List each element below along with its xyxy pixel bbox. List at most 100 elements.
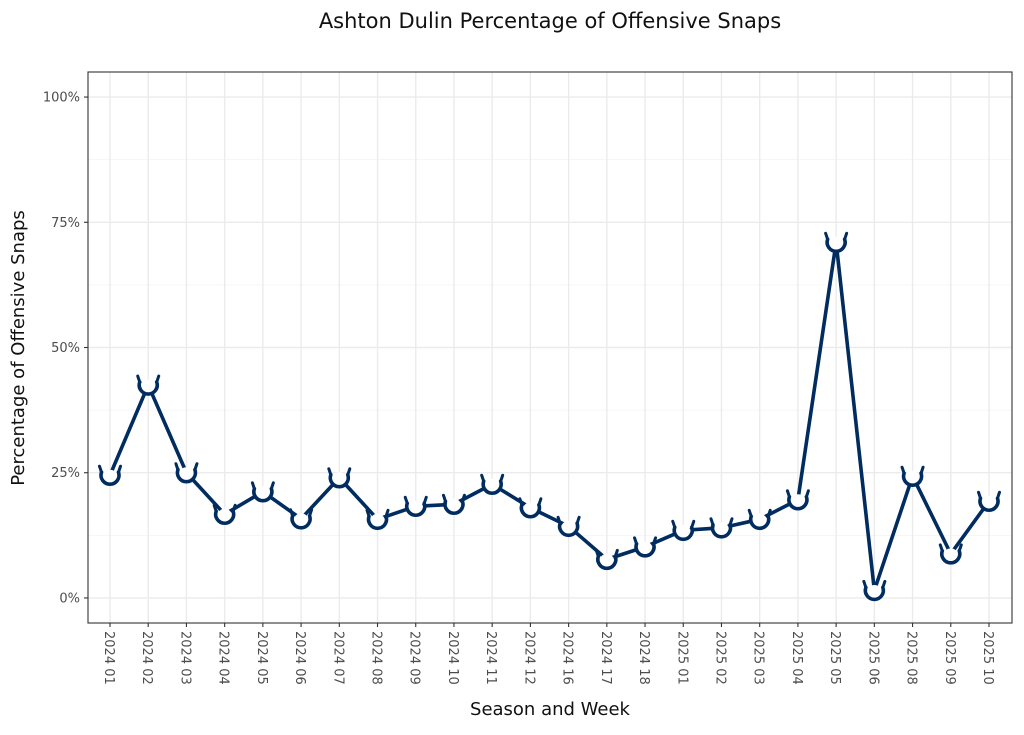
horseshoe-logo-icon: [174, 462, 199, 484]
y-axis: 0% 25% 50% 75% 100%: [43, 91, 88, 606]
horseshoe-tips: [747, 508, 772, 518]
marker-fill: [599, 553, 615, 569]
horseshoe-body: [519, 502, 542, 519]
horseshoe-logo-icon: [518, 497, 543, 519]
horseshoe-tips: [174, 462, 199, 472]
horseshoe-body: [443, 499, 465, 516]
marker-fill: [675, 524, 691, 540]
x-tick-label: 2024 09: [407, 631, 422, 685]
marker-fill: [828, 236, 844, 252]
marker-fill: [370, 513, 386, 529]
marker-fill: [561, 520, 577, 536]
x-tick-label: 2024 10: [445, 631, 460, 685]
horseshoe-logo-icon: [862, 579, 887, 602]
x-tick-label: 2025 06: [865, 631, 880, 685]
x-tick-label: 2025 02: [712, 631, 727, 685]
marker-fill: [140, 379, 156, 395]
y-tick-label: 75%: [51, 216, 80, 231]
horseshoe-body: [863, 585, 886, 602]
horseshoe-body: [481, 479, 503, 495]
horseshoe-body: [328, 472, 351, 489]
horseshoe-tips: [900, 465, 925, 475]
horseshoe-tips: [365, 508, 390, 518]
marker-fill: [446, 498, 462, 514]
horseshoe-logo-icon: [671, 519, 696, 542]
marker-fill: [790, 494, 806, 510]
marker-fill: [293, 513, 309, 529]
horseshoe-tips: [327, 467, 352, 477]
marker-fill: [752, 513, 768, 529]
marker-fill: [522, 502, 538, 518]
x-tick-label: 2024 12: [521, 631, 536, 685]
horseshoe-tips: [709, 517, 734, 527]
horseshoe-logo-icon: [289, 508, 314, 530]
horseshoe-logo-icon: [365, 508, 390, 531]
horseshoe-body: [634, 542, 656, 558]
data-markers: [98, 231, 1001, 602]
horseshoe-body: [787, 494, 809, 511]
x-tick-label: 2025 01: [674, 631, 689, 685]
x-tick-label: 2024 08: [369, 631, 384, 685]
horseshoe-logo-icon: [785, 489, 810, 511]
horseshoe-logo-icon: [403, 495, 428, 518]
horseshoe-body: [252, 486, 274, 503]
horseshoe-tips: [785, 489, 810, 499]
x-tick-label: 2024 17: [598, 631, 613, 685]
horseshoe-tips: [403, 495, 428, 505]
x-tick-label: 2025 09: [942, 631, 957, 685]
horseshoe-tips: [212, 503, 237, 513]
x-axis: 2024 01 2024 02 2024 03 2024 04 2024 05 2024 …: [101, 623, 995, 685]
x-tick-label: 2025 05: [827, 631, 842, 685]
horseshoe-body: [404, 501, 427, 518]
horseshoe-tips: [441, 493, 466, 503]
horseshoe-tips: [98, 464, 122, 474]
horseshoe-logo-icon: [977, 490, 1001, 513]
horseshoe-body: [901, 471, 924, 487]
y-tick-label: 0%: [59, 591, 80, 606]
x-tick-label: 2025 10: [980, 631, 995, 685]
x-tick-label: 2024 03: [177, 631, 192, 685]
y-tick-label: 100%: [43, 91, 80, 106]
horseshoe-tips: [518, 497, 543, 507]
y-axis-title: Percentage of Offensive Snaps: [8, 210, 29, 486]
horseshoe-logo-icon: [824, 231, 849, 254]
chart-title: Ashton Dulin Percentage of Offensive Sna…: [319, 9, 781, 33]
y-tick-label: 50%: [51, 341, 80, 356]
horseshoe-logo-icon: [709, 517, 734, 539]
horseshoe-body: [366, 514, 389, 531]
horseshoe-body: [596, 554, 618, 571]
x-tick-label: 2024 18: [636, 631, 651, 685]
x-tick-label: 2024 01: [101, 631, 116, 685]
marker-fill: [637, 541, 653, 557]
horseshoe-body: [213, 509, 236, 526]
marker-fill: [981, 495, 997, 511]
horseshoe-tips: [250, 481, 275, 491]
x-tick-label: 2024 02: [139, 631, 154, 685]
horseshoe-body: [557, 521, 580, 538]
horseshoe-logo-icon: [900, 465, 925, 487]
x-tick-label: 2024 07: [330, 631, 345, 685]
horseshoe-logo-icon: [136, 374, 161, 396]
horseshoe-body: [137, 380, 159, 396]
marker-fill: [408, 500, 424, 516]
horseshoe-logo-icon: [212, 503, 237, 526]
horseshoe-body: [99, 470, 121, 486]
x-tick-label: 2025 08: [904, 631, 919, 685]
marker-fill: [102, 469, 118, 485]
horseshoe-logo-icon: [327, 467, 352, 489]
horseshoe-tips: [977, 490, 1001, 500]
x-tick-label: 2024 05: [254, 631, 269, 685]
y-tick-label: 25%: [51, 466, 80, 481]
horseshoe-logo-icon: [556, 515, 581, 538]
horseshoe-logo-icon: [633, 536, 658, 558]
horseshoe-logo-icon: [98, 464, 122, 486]
x-tick-label: 2025 04: [789, 631, 804, 685]
x-tick-label: 2024 06: [292, 631, 307, 685]
marker-fill: [255, 486, 271, 502]
horseshoe-body: [672, 525, 695, 542]
series-line: [108, 240, 991, 593]
horseshoe-tips: [633, 536, 658, 546]
horseshoe-tips: [136, 374, 161, 384]
